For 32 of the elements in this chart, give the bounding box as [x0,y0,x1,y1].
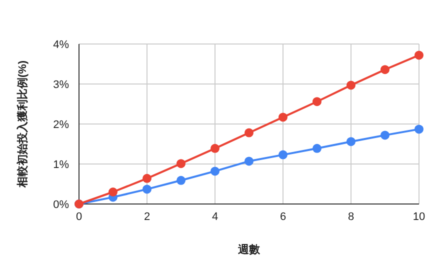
y-tick-label: 1% [53,159,70,171]
point [244,128,254,138]
x-tick-label: 2 [144,211,150,223]
x-tick-label: 0 [76,211,82,223]
point [210,166,220,176]
point [380,130,390,140]
point [278,112,288,122]
x-tick-label: 4 [212,211,218,223]
point [414,124,424,134]
x-axis-title: 週數 [237,243,261,256]
point [346,137,356,146]
point [108,188,118,196]
point [176,176,186,185]
point [346,80,356,90]
y-tick-label: 2% [53,119,70,131]
point [278,150,288,160]
x-tick-label: 8 [348,211,354,223]
point [142,174,152,183]
point [312,97,322,106]
y-tick-label: 0% [53,199,70,211]
y-tick-label: 3% [53,79,70,91]
point [380,65,390,74]
point [414,50,424,60]
y-tick-label: 4% [53,39,70,51]
point [176,159,186,168]
point [210,144,220,153]
point [142,184,152,194]
x-tick-label: 10 [412,211,426,223]
y-axis-title: 相較初始投入獲利比例(%) [16,60,29,189]
x-tick-label: 6 [280,211,286,223]
point [312,144,322,153]
point [244,156,254,166]
